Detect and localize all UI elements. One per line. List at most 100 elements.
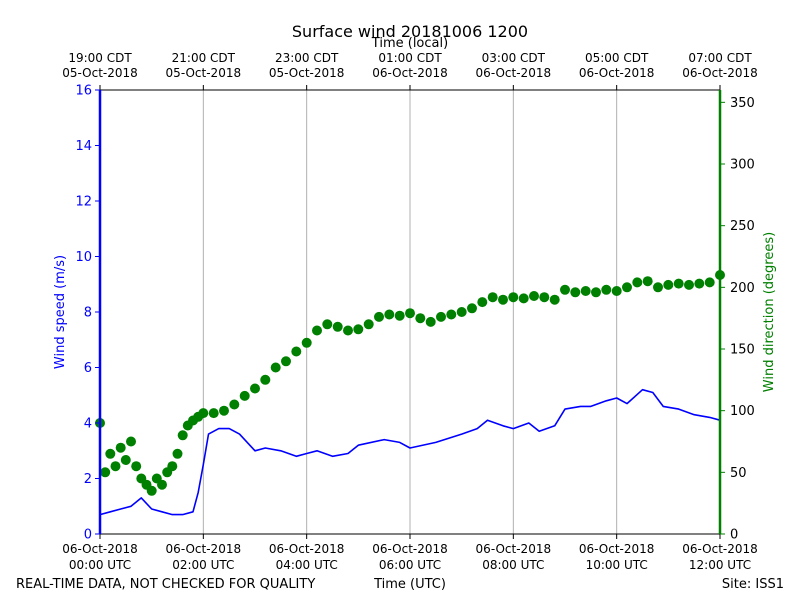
x-tick-label: 00:00 UTC <box>69 558 131 572</box>
wind-direction-point <box>529 291 539 301</box>
x-tick-label: 04:00 UTC <box>276 558 338 572</box>
wind-direction-point <box>436 311 446 322</box>
wind-direction-point <box>622 282 632 293</box>
wind-direction-point <box>343 325 353 336</box>
wind-direction-point <box>208 408 219 419</box>
wind-speed-line <box>99 388 721 516</box>
wind-direction-point <box>487 292 498 303</box>
quality-disclaimer: REAL-TIME DATA, NOT CHECKED FOR QUALITY <box>16 577 315 592</box>
wind-direction-point <box>405 308 415 319</box>
top-tick-label: 05:00 CDT <box>585 51 649 65</box>
wind-direction-point <box>591 287 601 298</box>
top-tick-label: 03:00 CDT <box>482 51 546 65</box>
x-tick-label: 06-Oct-2018 <box>62 542 138 556</box>
y-right-tick-label: 300 <box>730 158 755 173</box>
wind-direction-point <box>219 405 229 416</box>
wind-direction-point <box>167 461 178 472</box>
wind-direction-point <box>260 374 271 385</box>
x-tick-label: 06-Oct-2018 <box>269 542 345 556</box>
top-tick-label: 21:00 CDT <box>172 51 236 65</box>
wind-direction-point <box>560 284 570 295</box>
wind-direction-point <box>663 279 674 290</box>
top-tick-label: 06-Oct-2018 <box>579 66 655 80</box>
top-tick-label: 06-Oct-2018 <box>682 66 758 80</box>
wind-direction-point <box>632 277 643 288</box>
wind-direction-point <box>642 276 653 287</box>
wind-direction-point <box>570 287 581 298</box>
wind-direction-point <box>198 408 209 419</box>
wind-direction-point <box>467 303 477 314</box>
wind-direction-point <box>353 324 364 335</box>
wind-direction-point <box>146 485 157 496</box>
wind-direction-point <box>601 284 612 295</box>
wind-direction-point <box>126 436 136 447</box>
top-tick-label: 05-Oct-2018 <box>269 66 345 80</box>
wind-direction-point <box>580 286 591 296</box>
y-right-tick-label: 250 <box>730 219 755 234</box>
y-left-tick-label: 16 <box>75 84 92 99</box>
x-tick-label: 06-Oct-2018 <box>166 542 242 556</box>
x-tick-label: 06:00 UTC <box>379 558 441 572</box>
y-right-tick-label: 350 <box>730 96 755 111</box>
left-axis-label: Wind speed (m/s) <box>53 255 68 369</box>
y-right-tick-label: 150 <box>730 343 755 358</box>
x-tick-label: 12:00 UTC <box>689 558 751 572</box>
y-left-tick-label: 0 <box>84 528 92 543</box>
top-tick-label: 01:00 CDT <box>378 51 442 65</box>
y-right-tick-label: 50 <box>730 466 747 481</box>
y-left-tick-label: 14 <box>75 139 92 154</box>
wind-direction-point <box>704 277 715 288</box>
wind-direction-point <box>518 293 529 304</box>
wind-direction-point <box>653 282 663 293</box>
y-right-tick-label: 0 <box>730 528 738 543</box>
wind-direction-point <box>120 455 131 465</box>
y-right-tick-label: 200 <box>730 281 755 296</box>
top-tick-label: 05-Oct-2018 <box>62 66 138 80</box>
wind-direction-point <box>177 430 188 441</box>
top-tick-label: 05-Oct-2018 <box>166 66 242 80</box>
x-tick-label: 06-Oct-2018 <box>476 542 552 556</box>
wind-direction-point <box>384 309 395 320</box>
wind-direction-point <box>239 390 250 401</box>
wind-direction-point <box>425 316 436 327</box>
axes-layer: 06-Oct-2018 00:00 UTC 06-Oct-2018 02:00 UTC… <box>62 51 758 572</box>
wind-direction-point <box>115 442 126 453</box>
x-tick-label: 02:00 UTC <box>172 558 234 572</box>
top-tick-label: 07:00 CDT <box>688 51 752 65</box>
wind-direction-point <box>684 279 694 290</box>
wind-direction-point <box>322 319 333 330</box>
wind-direction-point <box>131 461 142 472</box>
wind-direction-point <box>374 311 384 322</box>
wind-direction-point <box>312 325 322 336</box>
wind-direction-point <box>332 321 343 332</box>
wind-direction-point <box>446 309 457 320</box>
y-left-tick-label: 4 <box>84 417 92 432</box>
wind-direction-point <box>694 278 705 289</box>
top-axis-label: Time (local) <box>371 36 448 51</box>
wind-direction-point <box>110 461 121 472</box>
wind-direction-point <box>611 286 622 296</box>
chart-title: Surface wind 20181006 1200 <box>292 22 528 41</box>
site-label: Site: ISS1 <box>722 577 784 592</box>
wind-direction-point <box>498 294 508 305</box>
wind-direction-point <box>250 383 260 394</box>
x-tick-label: 06-Oct-2018 <box>579 542 655 556</box>
wind-direction-point <box>157 479 167 490</box>
wind-direction-point <box>229 399 240 410</box>
wind-direction-point <box>673 278 684 289</box>
wind-direction-point <box>100 467 111 478</box>
y-left-tick-label: 2 <box>84 472 92 487</box>
wind-direction-point <box>291 346 302 357</box>
y-right-tick-label: 100 <box>730 404 755 419</box>
y-left-tick-label: 6 <box>84 361 92 376</box>
series-layer <box>95 270 725 516</box>
wind-direction-point <box>105 448 116 459</box>
wind-direction-point <box>477 297 488 308</box>
top-tick-label: 06-Oct-2018 <box>476 66 552 80</box>
top-tick-label: 23:00 CDT <box>275 51 339 65</box>
y-left-tick-label: 12 <box>75 195 92 210</box>
wind-direction-point <box>172 448 183 459</box>
x-tick-label: 10:00 UTC <box>586 558 648 572</box>
wind-direction-point <box>301 337 312 348</box>
